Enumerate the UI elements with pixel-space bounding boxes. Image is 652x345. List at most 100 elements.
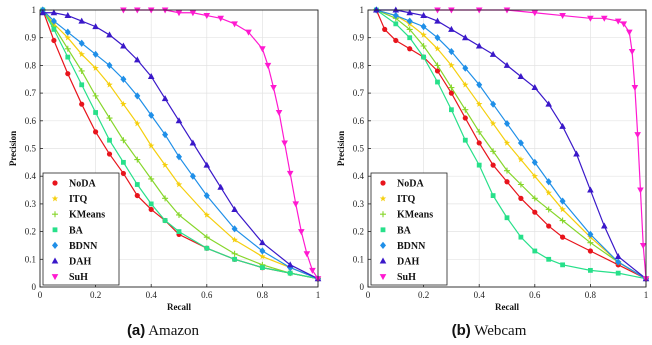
data-point bbox=[392, 11, 399, 20]
data-point bbox=[615, 270, 621, 276]
legend-label: KMeans bbox=[69, 210, 105, 221]
data-point bbox=[231, 225, 238, 233]
data-point bbox=[639, 242, 647, 249]
caption-name: Webcam bbox=[474, 323, 527, 339]
legend-item: SuH bbox=[51, 272, 88, 283]
data-point bbox=[134, 92, 141, 100]
series-line bbox=[437, 9, 647, 279]
data-point bbox=[64, 28, 71, 36]
legend-marker bbox=[380, 227, 386, 233]
data-point bbox=[517, 181, 524, 188]
series-suh bbox=[434, 7, 650, 283]
data-point bbox=[162, 195, 169, 202]
data-point bbox=[545, 206, 552, 213]
legend-label: SuH bbox=[397, 272, 416, 283]
tick-label-x: 0.8 bbox=[257, 290, 269, 300]
data-point bbox=[407, 46, 413, 52]
legend-label: DAH bbox=[69, 257, 91, 268]
series-line bbox=[123, 9, 319, 280]
data-point bbox=[476, 81, 483, 89]
data-point bbox=[601, 15, 608, 22]
data-point bbox=[631, 85, 639, 92]
data-point bbox=[601, 222, 608, 229]
data-point bbox=[503, 139, 511, 146]
data-point bbox=[518, 234, 524, 240]
data-point bbox=[448, 25, 455, 32]
data-point bbox=[292, 201, 300, 208]
series-line bbox=[375, 9, 647, 280]
data-point bbox=[434, 17, 441, 24]
panel-amazon: 0 0.1 0.2 0.3 0.4 0.5 0.6 0.7 0.8 0.9 1 0 0.2 0.4 0.6 0… bbox=[0, 5, 326, 340]
data-point bbox=[79, 82, 85, 88]
tick-label-x: 0.4 bbox=[474, 290, 486, 300]
caption-amazon: (a) Amazon bbox=[0, 322, 326, 340]
data-point bbox=[448, 47, 455, 56]
legend-label: DAH bbox=[397, 257, 419, 268]
legend-item: KMeans bbox=[380, 210, 433, 221]
data-point bbox=[587, 248, 593, 254]
data-point bbox=[434, 45, 441, 52]
data-point bbox=[217, 15, 224, 22]
data-point bbox=[517, 156, 525, 163]
data-point bbox=[134, 182, 140, 187]
tick-label-y: 0 bbox=[360, 282, 365, 292]
data-point bbox=[259, 239, 266, 246]
data-point bbox=[406, 17, 413, 25]
data-point bbox=[203, 234, 210, 241]
tick-label-x: 0.2 bbox=[418, 290, 429, 300]
data-point bbox=[120, 42, 127, 49]
data-point bbox=[532, 248, 538, 254]
data-point bbox=[134, 7, 141, 14]
data-point bbox=[203, 161, 211, 168]
data-point bbox=[148, 111, 155, 119]
data-point bbox=[78, 50, 85, 58]
pr-chart-amazon: 0 0.1 0.2 0.3 0.4 0.5 0.6 0.7 0.8 0.9 1 0 0.2 0.4 0.6 0… bbox=[8, 5, 322, 312]
data-point bbox=[420, 12, 427, 19]
legend-marker bbox=[52, 180, 58, 186]
y-axis-label: Precision bbox=[8, 131, 18, 166]
data-point bbox=[448, 62, 455, 69]
data-point bbox=[189, 172, 196, 180]
caption-name: Amazon bbox=[148, 323, 200, 339]
series-noda bbox=[373, 7, 649, 282]
data-point bbox=[448, 84, 455, 91]
tick-label-y: 0.2 bbox=[25, 227, 36, 237]
data-point bbox=[79, 101, 85, 107]
data-point bbox=[134, 192, 140, 199]
legend-marker bbox=[52, 211, 58, 218]
tick-label-y: 1 bbox=[32, 5, 37, 15]
data-point bbox=[462, 115, 468, 121]
data-point bbox=[504, 215, 510, 221]
tick-label-x: 0 bbox=[366, 290, 371, 300]
data-point bbox=[531, 195, 538, 202]
legend-item: NoDA bbox=[52, 179, 96, 190]
data-point bbox=[134, 120, 141, 127]
data-point bbox=[504, 179, 510, 185]
legend-label: NoDA bbox=[69, 179, 96, 190]
data-point bbox=[231, 205, 238, 212]
legend-label: BA bbox=[69, 225, 84, 236]
tick-label-y: 0.6 bbox=[25, 116, 37, 126]
data-point bbox=[175, 117, 183, 124]
data-point bbox=[532, 209, 538, 215]
data-point bbox=[475, 42, 483, 49]
data-point bbox=[231, 21, 238, 28]
data-point bbox=[50, 17, 57, 25]
data-point bbox=[637, 187, 644, 194]
data-point bbox=[203, 191, 210, 200]
tick-label-y: 0.8 bbox=[25, 60, 37, 70]
tick-label-x: 1 bbox=[644, 290, 649, 300]
data-point bbox=[435, 79, 440, 85]
data-point bbox=[475, 7, 483, 14]
data-point bbox=[78, 17, 85, 24]
data-point bbox=[107, 137, 112, 143]
data-point bbox=[298, 229, 305, 236]
data-point bbox=[420, 43, 427, 50]
data-point bbox=[189, 10, 197, 17]
data-point bbox=[176, 211, 182, 218]
caption-letter: (b) bbox=[451, 322, 471, 339]
data-point bbox=[587, 186, 594, 193]
data-point bbox=[490, 162, 496, 168]
data-point bbox=[92, 64, 99, 71]
data-point bbox=[176, 153, 182, 161]
